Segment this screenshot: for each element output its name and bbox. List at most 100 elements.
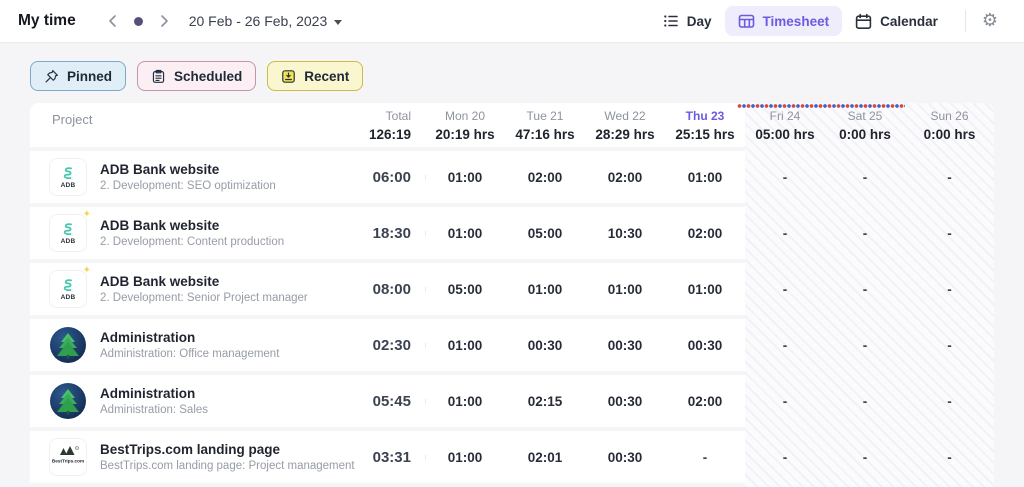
time-cell[interactable]: -	[862, 393, 868, 409]
day-hours: 0:00 hrs	[923, 126, 976, 142]
day-label: Thu 23	[685, 108, 725, 123]
time-cell[interactable]: -	[862, 337, 868, 353]
time-cell[interactable]: -	[782, 281, 788, 297]
time-cell[interactable]: -	[947, 225, 952, 241]
view-button-timesheet[interactable]: Timesheet	[724, 6, 843, 36]
project-column-header: Project	[52, 112, 93, 127]
day-label: Fri 24	[769, 108, 801, 123]
time-cell[interactable]: 00:30	[527, 337, 563, 353]
time-cell[interactable]: -	[702, 449, 708, 465]
time-cell[interactable]: 02:00	[687, 393, 723, 409]
time-cell[interactable]: 00:30	[607, 337, 643, 353]
table-body: ADB ADB Bank website 2. Development: SEO o…	[30, 151, 994, 483]
list-icon	[663, 15, 678, 27]
time-cell[interactable]: -	[947, 393, 952, 409]
pine-tree	[57, 389, 79, 415]
project-cell: ADB ✦ ADB Bank website 2. Development: Seni…	[30, 265, 345, 307]
total-label: Total	[385, 108, 411, 123]
time-cell[interactable]: 02:00	[607, 169, 643, 185]
time-cell[interactable]: -	[782, 337, 788, 353]
time-cell[interactable]: 01:00	[425, 450, 505, 465]
time-cell[interactable]: 02:15	[527, 393, 563, 409]
sparkle-icon: ✦	[82, 209, 91, 220]
time-cell[interactable]: 01:00	[425, 170, 505, 185]
adb-swirl	[63, 166, 72, 179]
next-week-button[interactable]	[153, 10, 175, 32]
top-bar: My time 20 Feb - 26 Feb, 2023 Day Timesh…	[0, 0, 1024, 43]
time-cell[interactable]: 01:00	[425, 226, 505, 241]
project-cell: BestTrips.com BestTrips.com landing page B…	[30, 439, 355, 475]
timesheet-row[interactable]: Administration Administration: Office man…	[30, 319, 994, 371]
holiday-garland-decoration	[737, 103, 905, 109]
project-name: BestTrips.com landing page	[100, 442, 281, 457]
row-total: 08:00	[372, 280, 411, 298]
time-cell[interactable]: -	[947, 449, 952, 465]
view-button-day[interactable]: Day	[650, 6, 725, 36]
timesheet-row[interactable]: BestTrips.com BestTrips.com landing page B…	[30, 431, 994, 483]
time-cell[interactable]: -	[862, 449, 868, 465]
timesheet-row[interactable]: ADB ✦ ADB Bank website 2. Development: Cont…	[30, 207, 994, 259]
filter-chip-pinned[interactable]: Pinned	[30, 61, 127, 91]
row-total: 03:31	[372, 448, 411, 466]
time-cell[interactable]: 01:00	[687, 281, 723, 297]
task-name: BestTrips.com landing page: Project mana…	[100, 460, 355, 472]
time-cell[interactable]: 00:30	[687, 337, 723, 353]
time-cell[interactable]: -	[782, 393, 788, 409]
time-cell[interactable]: -	[862, 169, 868, 185]
prev-week-button[interactable]	[102, 10, 124, 32]
time-cell[interactable]: -	[947, 281, 952, 297]
time-cell[interactable]: 02:00	[527, 169, 563, 185]
time-cell[interactable]: 02:01	[527, 449, 563, 465]
project-name: Administration	[100, 386, 196, 401]
divider	[964, 10, 966, 32]
view-button-calendar[interactable]: Calendar	[842, 6, 951, 37]
day-header-sun: Sun 26 0:00 hrs	[905, 109, 994, 142]
time-cell[interactable]: -	[862, 225, 868, 241]
time-cell[interactable]: 01:00	[425, 394, 505, 409]
settings-button[interactable]: ⚙	[978, 8, 1002, 34]
task-name: Administration: Sales	[100, 404, 209, 416]
time-cell[interactable]: -	[947, 337, 952, 353]
chevron-left-icon	[108, 15, 116, 27]
time-cell[interactable]: -	[947, 169, 952, 185]
timesheet-row[interactable]: ADB ✦ ADB Bank website 2. Development: Seni…	[30, 263, 994, 315]
time-cell[interactable]: 01:00	[607, 281, 643, 297]
time-cell[interactable]: 01:00	[527, 281, 563, 297]
filter-chip-label: Pinned	[67, 68, 113, 84]
view-button-label: Day	[686, 13, 712, 29]
view-button-label: Timesheet	[762, 13, 830, 29]
day-header-tue: Tue 21 47:16 hrs	[505, 109, 585, 142]
total-value: 126:19	[368, 126, 411, 142]
time-cell[interactable]: -	[862, 281, 868, 297]
filter-chip-recent[interactable]: Recent	[267, 61, 364, 91]
day-label: Wed 22	[604, 108, 646, 123]
time-cell[interactable]: 02:00	[687, 225, 723, 241]
day-hours: 0:00 hrs	[839, 126, 891, 142]
time-cell[interactable]: 00:30	[607, 393, 643, 409]
svg-text:BestTrips.com: BestTrips.com	[52, 459, 84, 464]
row-total: 02:30	[372, 336, 411, 354]
day-header-fri: Fri 24 05:00 hrs	[745, 109, 825, 142]
administration-logo	[50, 327, 86, 363]
task-name: 2. Development: Content production	[100, 236, 285, 248]
current-week-dot-button[interactable]	[133, 16, 143, 26]
time-cell[interactable]: 05:00	[527, 225, 563, 241]
time-cell[interactable]: 05:00	[425, 282, 505, 297]
time-cell[interactable]: -	[782, 225, 788, 241]
timesheet-row[interactable]: Administration Administration: Sales 05:45…	[30, 375, 994, 427]
filter-chip-scheduled[interactable]: Scheduled	[137, 61, 257, 91]
calendar-icon	[855, 13, 872, 29]
day-label: Sun 26	[930, 108, 969, 123]
date-range-picker[interactable]: 20 Feb - 26 Feb, 2023	[189, 13, 343, 29]
row-total: 18:30	[372, 224, 411, 242]
day-header-thu: Thu 23 25:15 hrs	[665, 109, 745, 142]
timesheet-row[interactable]: ADB ADB Bank website 2. Development: SEO o…	[30, 151, 994, 203]
time-cell[interactable]: 00:30	[607, 449, 643, 465]
time-cell[interactable]: -	[782, 169, 788, 185]
time-cell[interactable]: -	[782, 449, 788, 465]
time-cell[interactable]: 10:30	[607, 225, 643, 241]
chevron-down-icon	[334, 19, 343, 25]
day-hours: 25:15 hrs	[675, 126, 735, 142]
time-cell[interactable]: 01:00	[425, 338, 505, 353]
time-cell[interactable]: 01:00	[687, 169, 723, 185]
